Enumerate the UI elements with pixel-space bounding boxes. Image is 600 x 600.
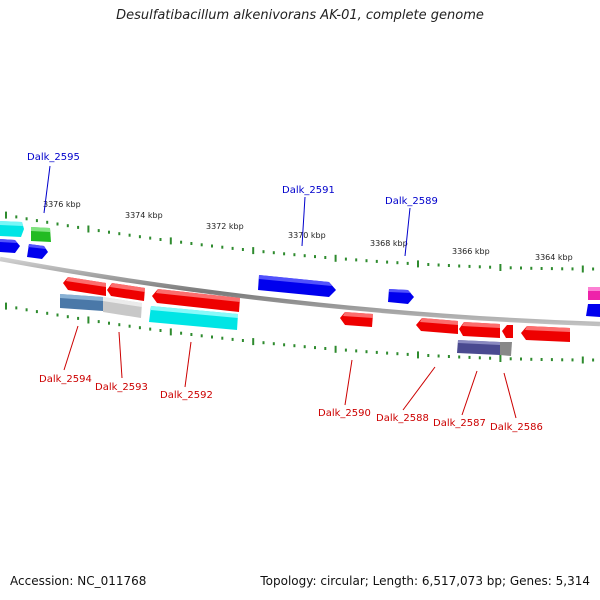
label-leaders-bottom (63, 325, 517, 419)
gene-blue-outer-left[interactable] (0, 239, 20, 253)
gene-gray-2593[interactable] (103, 297, 142, 318)
gene-navy-2587[interactable] (457, 340, 500, 355)
gene-dalk-2590[interactable] (340, 312, 373, 327)
gene-dalk-2588[interactable] (416, 318, 458, 334)
gene-red-small[interactable] (502, 325, 513, 338)
tick-label-3366: 3366 kbp (452, 247, 490, 256)
gene-labels-top: Dalk_2595 Dalk_2591 Dalk_2589 (27, 152, 438, 207)
accession-text: Accession: NC_011768 (10, 574, 147, 588)
leader-dalk-2589 (404, 207, 411, 257)
gene-label-dalk-2592[interactable]: Dalk_2592 (160, 390, 213, 401)
tick-marks-inner (5, 302, 595, 364)
tick-label-3372: 3372 kbp (206, 222, 244, 231)
label-leaders-top (43, 165, 411, 257)
gene-dalk-2589[interactable] (388, 289, 414, 304)
leader-dalk-2586 (503, 372, 517, 419)
gene-label-dalk-2587[interactable]: Dalk_2587 (433, 418, 486, 429)
gene-magenta-right[interactable] (588, 287, 600, 300)
gene-blue-right[interactable] (586, 304, 600, 317)
gene-label-dalk-2591[interactable]: Dalk_2591 (282, 185, 335, 196)
gene-cyan-2592[interactable] (149, 306, 238, 330)
leader-dalk-2591 (301, 196, 306, 247)
scale-labels: 3376 kbp 3374 kbp 3372 kbp 3370 kbp 3368… (43, 200, 573, 262)
leader-dalk-2594 (63, 325, 79, 371)
tick-marks-outer (5, 211, 595, 273)
leader-dalk-2593 (118, 331, 123, 379)
gene-blue-small-left[interactable] (27, 244, 48, 259)
gene-label-dalk-2590[interactable]: Dalk_2590 (318, 408, 371, 419)
tick-label-3374: 3374 kbp (125, 211, 163, 220)
leader-dalk-2588 (402, 366, 436, 411)
gene-cyan-outer-left[interactable] (0, 221, 24, 237)
gene-green-2595[interactable] (31, 227, 51, 242)
gene-dalk-2591[interactable] (258, 275, 336, 297)
gene-dalk-2594[interactable] (63, 277, 106, 296)
tick-label-3370: 3370 kbp (288, 231, 326, 240)
gene-label-dalk-2593[interactable]: Dalk_2593 (95, 382, 148, 393)
leader-dalk-2595 (43, 165, 51, 214)
gene-steel-blue[interactable] (60, 294, 103, 311)
gene-label-dalk-2595[interactable]: Dalk_2595 (27, 152, 80, 163)
tick-label-3364: 3364 kbp (535, 253, 573, 262)
gene-labels-bottom: Dalk_2594 Dalk_2593 Dalk_2592 Dalk_2590 … (39, 374, 543, 433)
leader-dalk-2592 (184, 341, 192, 388)
gene-gray-small[interactable] (500, 342, 512, 356)
leader-dalk-2587 (461, 370, 478, 416)
topology-summary: Topology: circular; Length: 6,517,073 bp… (260, 574, 590, 588)
gene-dalk-2592-red[interactable] (152, 289, 240, 312)
genome-backbone (0, 256, 600, 327)
tick-label-3368: 3368 kbp (370, 239, 408, 248)
gene-label-dalk-2586[interactable]: Dalk_2586 (490, 422, 543, 433)
gene-label-dalk-2589[interactable]: Dalk_2589 (385, 196, 438, 207)
gene-red-2587a[interactable] (459, 322, 500, 338)
tick-label-3376: 3376 kbp (43, 200, 81, 209)
gene-dalk-2586[interactable] (521, 326, 570, 342)
gene-label-dalk-2588[interactable]: Dalk_2588 (376, 413, 429, 424)
map-title: Desulfatibacillum alkenivorans AK-01, co… (116, 8, 484, 23)
gene-label-dalk-2594[interactable]: Dalk_2594 (39, 374, 92, 385)
leader-dalk-2590 (344, 359, 353, 406)
gene-red-2593a[interactable] (107, 283, 145, 301)
